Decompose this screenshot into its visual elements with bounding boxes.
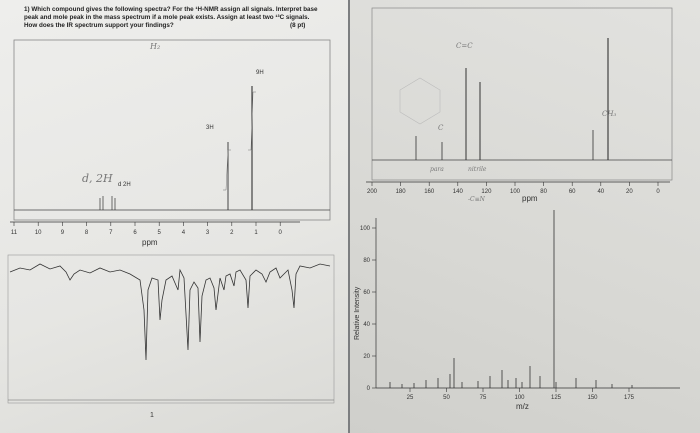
- ms-xtick-label: 150: [587, 395, 598, 401]
- cnmr-tick-label: 0: [656, 189, 660, 195]
- ms-ylabel: Relative Intensity: [354, 286, 361, 340]
- ms-ytick-label: 100: [360, 226, 371, 232]
- cnmr-axis-unit: ppm: [522, 194, 538, 203]
- hnmr-spectrum: 11 10 9 8 7 6 5 4 3 2 1 0: [10, 39, 331, 236]
- ms-xtick-label: 125: [551, 395, 562, 401]
- cnmr-tick-label: 40: [597, 189, 604, 195]
- question-line-3: How does the IR spectrum support your fi…: [24, 22, 174, 29]
- hnmr-note-h2: H₂: [150, 42, 161, 51]
- ms-xtick-label: 75: [480, 395, 487, 401]
- ms-ytick-label: 60: [363, 290, 370, 296]
- cnmr-spectrum: 200 180 160 140 120 100 80 60 40 20 0: [366, 7, 673, 195]
- cnmr-tick-label: 120: [481, 189, 492, 195]
- hnmr-tick-label: 5: [158, 230, 162, 236]
- question-line-2: peak and mole peak in the mass spectrum …: [24, 14, 310, 21]
- ms-xtick-label: 50: [443, 395, 450, 401]
- cnmr-note-nitrile: nitrile: [468, 166, 487, 173]
- ms-ytick-label: 80: [363, 258, 370, 264]
- cnmr-note-cn: -C≡N: [468, 196, 485, 203]
- ms-xtick-label: 100: [514, 395, 525, 401]
- ms-ytick-label: 40: [363, 322, 370, 328]
- cnmr-tick-label: 20: [626, 189, 633, 195]
- ir-spectrum: [7, 254, 335, 404]
- ms-ytick-label: 20: [363, 354, 370, 360]
- hnmr-tick-label: 1: [254, 230, 258, 236]
- hnmr-tick-label: 8: [85, 230, 89, 236]
- cnmr-tick-label: 160: [424, 189, 435, 195]
- ir-note: 1: [150, 412, 154, 419]
- hnmr-tick-label: 2: [230, 230, 234, 236]
- cnmr-note-c: C: [438, 124, 444, 132]
- cnmr-tick-label: 140: [453, 189, 464, 195]
- cnmr-tick-label: 80: [540, 189, 547, 195]
- ms-xtick-label: 175: [624, 395, 635, 401]
- ms-ytick-label: 0: [367, 386, 371, 392]
- hnmr-tick-label: 4: [182, 230, 186, 236]
- question-line-1: 1) Which compound gives the following sp…: [24, 6, 318, 13]
- cnmr-tick-label: 200: [367, 189, 378, 195]
- hnmr-tick-label: 7: [109, 230, 113, 236]
- ms-xtick-label: 25: [407, 395, 414, 401]
- cnmr-tick-label: 100: [510, 189, 521, 195]
- hnmr-tick-label: 11: [11, 230, 18, 236]
- right-page: 200 180 160 140 120 100 80 60 40 20 0 ppm C=C C CH…: [350, 0, 700, 433]
- hnmr-tick-label: 10: [35, 230, 42, 236]
- left-page: 1) Which compound gives the following sp…: [0, 0, 348, 433]
- cnmr-note-ch3: CH₃: [602, 110, 617, 118]
- ms-xlabel: m/z: [516, 402, 529, 411]
- mass-spectrum: 0 20 40 60 80 100 25 50 75 100 125 150 175: [360, 210, 680, 401]
- hnmr-tick-label: 0: [279, 230, 283, 236]
- hnmr-label-9h: 9H: [256, 70, 264, 76]
- cnmr-note-para: para: [430, 166, 444, 173]
- hnmr-note-d2h: d, 2H: [82, 172, 113, 185]
- question-points: (8 pt): [290, 22, 306, 29]
- hnmr-peak-aromatic: [99, 196, 116, 210]
- hnmr-tick-label: 3: [206, 230, 210, 236]
- hnmr-tick-label: 6: [133, 230, 137, 236]
- hnmr-axis-unit: ppm: [142, 238, 158, 247]
- hnmr-tick-label: 9: [61, 230, 65, 236]
- hnmr-label-d2h: d 2H: [118, 182, 131, 188]
- hnmr-label-3h: 3H: [206, 125, 214, 131]
- cnmr-tick-label: 60: [569, 189, 576, 195]
- cnmr-note-cc: C=C: [456, 42, 473, 50]
- cnmr-tick-label: 180: [396, 189, 407, 195]
